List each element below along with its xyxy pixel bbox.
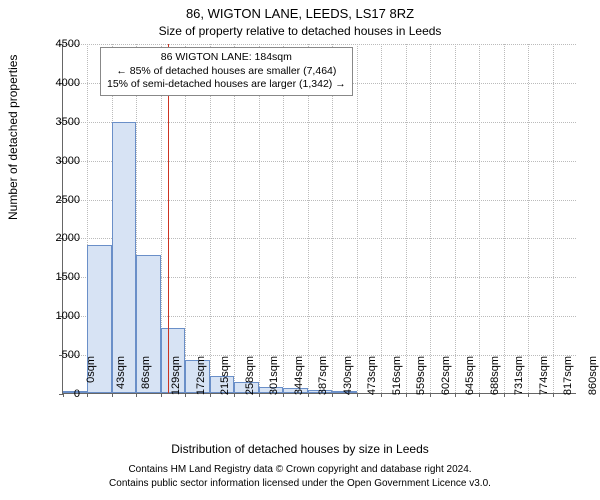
xtick-label: 430sqm [342, 356, 354, 395]
xtick-mark [553, 393, 554, 397]
reference-line [168, 44, 169, 393]
gridline-vertical [259, 44, 260, 393]
xtick-mark [430, 393, 431, 397]
gridline-vertical [381, 44, 382, 393]
gridline-vertical [234, 44, 235, 393]
footer-registry: Contains HM Land Registry data © Crown c… [0, 464, 600, 475]
xtick-mark [234, 393, 235, 397]
xtick-mark [381, 393, 382, 397]
ytick-label: 2500 [40, 194, 80, 206]
ytick-label: 4000 [40, 77, 80, 89]
chart-title: 86, WIGTON LANE, LEEDS, LS17 8RZ [0, 6, 600, 21]
xtick-label: 43sqm [116, 356, 128, 389]
gridline-horizontal [63, 238, 576, 239]
xtick-label: 301sqm [268, 356, 280, 395]
annotation-line: 15% of semi-detached houses are larger (… [107, 78, 346, 92]
gridline-vertical [210, 44, 211, 393]
gridline-horizontal [63, 200, 576, 201]
gridline-vertical [332, 44, 333, 393]
xtick-mark [210, 393, 211, 397]
xtick-mark [406, 393, 407, 397]
xtick-mark [259, 393, 260, 397]
ytick-label: 4500 [40, 38, 80, 50]
histogram-bar [112, 122, 136, 393]
xtick-mark [308, 393, 309, 397]
plot-area [62, 44, 576, 394]
ytick-label: 500 [40, 349, 80, 361]
xtick-mark [332, 393, 333, 397]
ytick-label: 1000 [40, 310, 80, 322]
gridline-vertical [528, 44, 529, 393]
xtick-mark [283, 393, 284, 397]
gridline-vertical [406, 44, 407, 393]
xtick-label: 258sqm [244, 356, 256, 395]
ytick-label: 0 [40, 388, 80, 400]
gridline-vertical [430, 44, 431, 393]
xtick-mark [87, 393, 88, 397]
xtick-label: 688sqm [489, 356, 501, 395]
xtick-label: 731sqm [513, 356, 525, 395]
xtick-label: 559sqm [415, 356, 427, 395]
gridline-vertical [185, 44, 186, 393]
xtick-mark [161, 393, 162, 397]
xtick-label: 172sqm [195, 356, 207, 395]
annotation-box: 86 WIGTON LANE: 184sqm← 85% of detached … [100, 47, 353, 96]
chart-subtitle: Size of property relative to detached ho… [0, 24, 600, 38]
xtick-label: 473sqm [366, 356, 378, 395]
ytick-label: 1500 [40, 271, 80, 283]
xtick-label: 0sqm [85, 356, 97, 383]
xtick-label: 387sqm [317, 356, 329, 395]
xtick-label: 602sqm [440, 356, 452, 395]
ytick-label: 2000 [40, 232, 80, 244]
gridline-vertical [283, 44, 284, 393]
gridline-horizontal [63, 122, 576, 123]
gridline-vertical [553, 44, 554, 393]
xtick-mark [185, 393, 186, 397]
xtick-label: 129sqm [171, 356, 183, 395]
annotation-line: ← 85% of detached houses are smaller (7,… [107, 65, 346, 79]
xtick-label: 344sqm [293, 356, 305, 395]
annotation-line: 86 WIGTON LANE: 184sqm [107, 51, 346, 65]
xtick-label: 215sqm [220, 356, 232, 395]
xtick-label: 86sqm [140, 356, 152, 389]
ytick-label: 3500 [40, 116, 80, 128]
gridline-horizontal [63, 44, 576, 45]
xtick-label: 516sqm [391, 356, 403, 395]
xtick-label: 860sqm [587, 356, 599, 395]
x-axis-label: Distribution of detached houses by size … [0, 442, 600, 456]
gridline-vertical [504, 44, 505, 393]
xtick-mark [455, 393, 456, 397]
xtick-label: 645sqm [464, 356, 476, 395]
y-axis-label: Number of detached properties [6, 55, 20, 220]
gridline-vertical [308, 44, 309, 393]
gridline-vertical [357, 44, 358, 393]
gridline-vertical [455, 44, 456, 393]
xtick-mark [504, 393, 505, 397]
gridline-horizontal [63, 161, 576, 162]
footer-licence: Contains public sector information licen… [0, 478, 600, 489]
xtick-mark [479, 393, 480, 397]
xtick-mark [112, 393, 113, 397]
ytick-label: 3000 [40, 155, 80, 167]
xtick-mark [136, 393, 137, 397]
xtick-mark [357, 393, 358, 397]
xtick-mark [528, 393, 529, 397]
xtick-label: 774sqm [538, 356, 550, 395]
xtick-label: 817sqm [562, 356, 574, 395]
gridline-vertical [479, 44, 480, 393]
